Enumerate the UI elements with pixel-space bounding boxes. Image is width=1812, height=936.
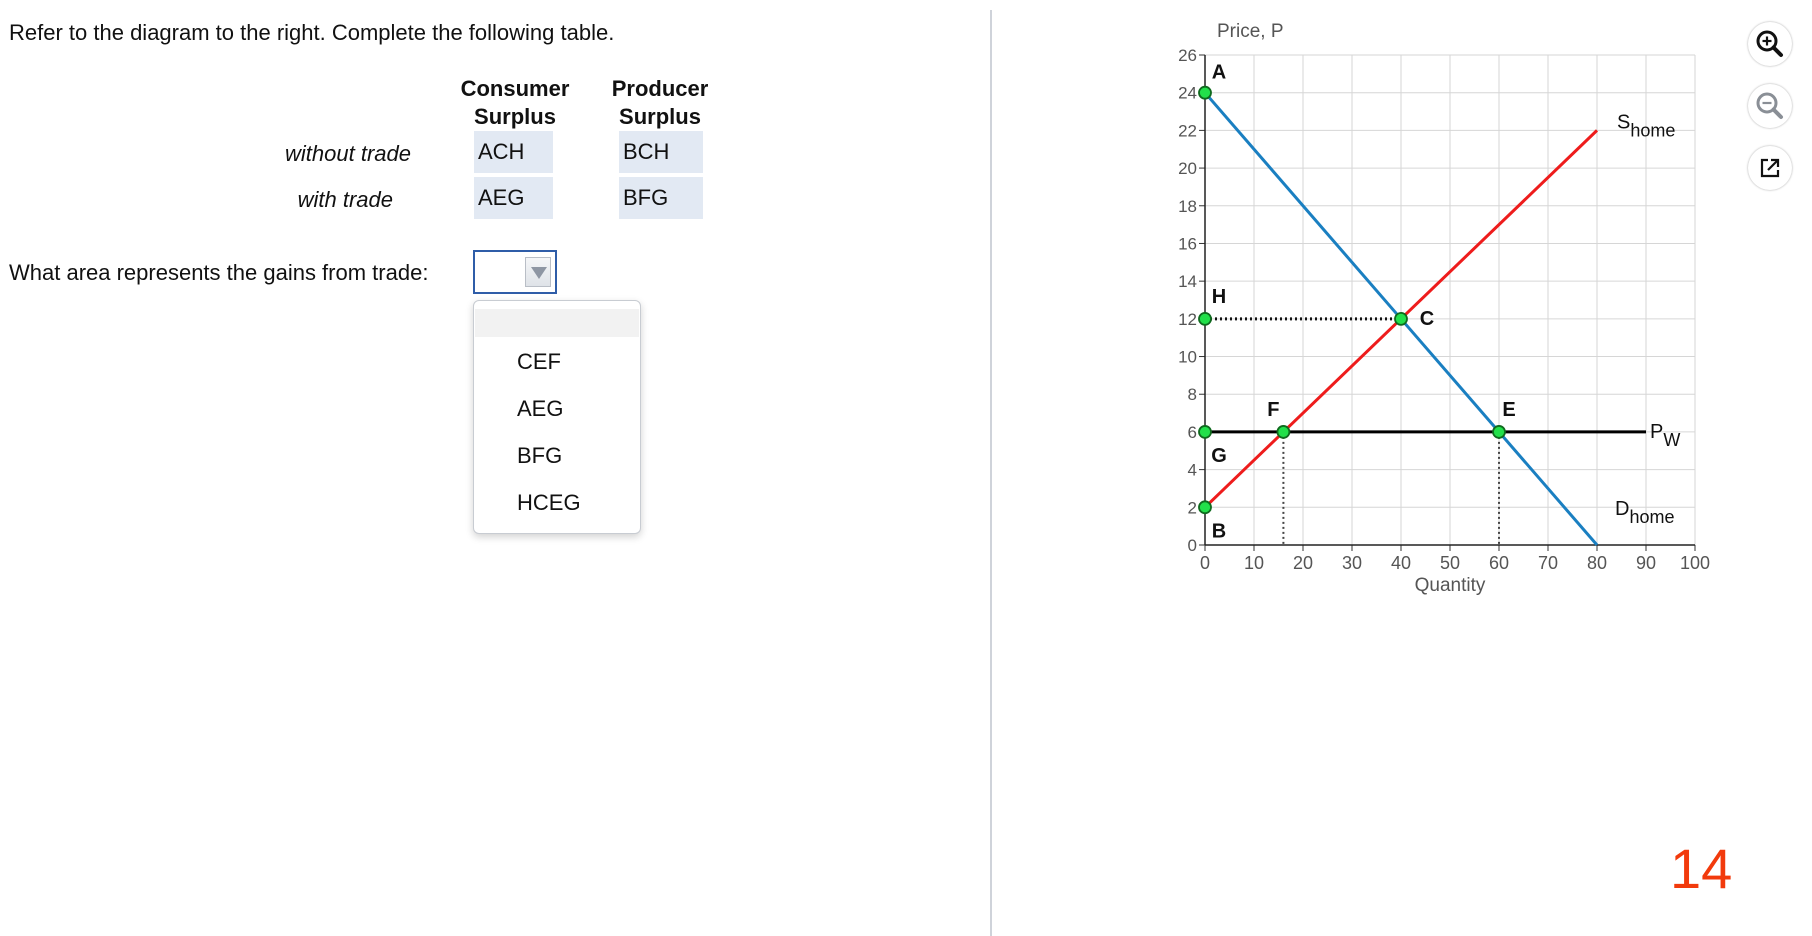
point-label-e: E	[1502, 399, 1515, 421]
point-label-b: B	[1212, 520, 1226, 542]
page-number: 14	[1670, 837, 1733, 900]
point-label-a: A	[1212, 62, 1226, 84]
dropdown-option[interactable]: BFG	[517, 443, 563, 468]
x-tick-label: 80	[1587, 553, 1607, 573]
trade-chart: 0 10 20 30 40 50 60 70 80 90 100024681012141618202…	[1178, 21, 1710, 596]
row-label-without-trade: without trade	[285, 141, 411, 166]
x-tick-label: 60	[1489, 553, 1509, 573]
y-tick-label: 4	[1188, 461, 1197, 480]
zoom-out-icon	[1756, 92, 1783, 119]
y-tick-label: 0	[1188, 536, 1197, 555]
x-tick-label: 10	[1244, 553, 1264, 573]
open-external-button[interactable]	[1748, 146, 1792, 190]
point-g	[1198, 425, 1212, 439]
x-axis-title: Quantity	[1415, 575, 1486, 596]
zoom-in-button[interactable]	[1748, 22, 1792, 66]
y-tick-label: 26	[1178, 46, 1197, 65]
pane-divider	[990, 10, 992, 936]
y-tick-label: 14	[1178, 272, 1197, 291]
series-label-s: Shome	[1617, 111, 1675, 140]
cs-with-trade-field[interactable]: AEG	[474, 177, 553, 219]
series-label-d: Dhome	[1615, 498, 1674, 527]
y-tick-label: 6	[1188, 423, 1197, 442]
zoom-out-button[interactable]	[1748, 84, 1792, 128]
point-e	[1492, 425, 1506, 439]
y-tick-label: 24	[1178, 84, 1197, 103]
consumer-surplus-header: Consumer Surplus	[460, 76, 570, 129]
y-tick-label: 22	[1178, 121, 1197, 140]
x-tick-label: 70	[1538, 553, 1558, 573]
y-tick-label: 18	[1178, 197, 1197, 216]
x-tick-label: 50	[1440, 553, 1460, 573]
x-tick-label: 100	[1680, 553, 1710, 573]
point-label-h: H	[1212, 286, 1226, 308]
y-tick-label: 8	[1188, 385, 1197, 404]
y-tick-label: 2	[1188, 498, 1197, 517]
chevron-down-icon	[531, 267, 547, 279]
y-tick-label: 16	[1178, 234, 1197, 253]
y-tick-label: 10	[1178, 348, 1197, 367]
point-label-c: C	[1420, 308, 1434, 330]
x-tick-label: 0	[1200, 553, 1210, 573]
gains-prompt: What area represents the gains from trad…	[9, 260, 429, 285]
x-tick-label: 20	[1293, 553, 1313, 573]
point-c	[1394, 311, 1408, 326]
dropdown-option[interactable]: HCEG	[517, 490, 581, 515]
point-label-f: F	[1267, 399, 1279, 421]
economics-graph: 0 10 20 30 40 50 60 70 80 90 100 0 2 4 6 8 10 12 14 16 18 20 2…	[1150, 0, 1710, 625]
open-external-icon	[1760, 158, 1780, 178]
y-axis-title: Price, P	[1217, 21, 1284, 42]
question-pane: Refer to the diagram to the right. Compl…	[9, 20, 709, 534]
dropdown-option-blank[interactable]	[475, 309, 639, 337]
point-label-g: G	[1211, 445, 1227, 467]
point-b	[1198, 500, 1212, 515]
dropdown-option[interactable]: AEG	[517, 396, 564, 421]
y-tick-label: 20	[1178, 159, 1197, 178]
instructions-text: Refer to the diagram to the right. Compl…	[9, 20, 615, 45]
dropdown-option[interactable]: CEF	[517, 349, 561, 374]
series-label-p: PW	[1650, 421, 1680, 450]
x-tick-label: 40	[1391, 553, 1411, 573]
gains-dropdown-menu: CEF AEG BFG HCEG	[473, 300, 641, 534]
row-label-with-trade: with trade	[297, 187, 393, 212]
gains-dropdown[interactable]	[473, 250, 557, 294]
ps-with-trade-field[interactable]: BFG	[619, 177, 703, 219]
point-h	[1198, 311, 1212, 326]
x-tick-label: 90	[1636, 553, 1656, 573]
dropdown-toggle-button[interactable]	[525, 257, 551, 287]
cs-without-trade-field[interactable]: ACH	[474, 131, 553, 173]
y-tick-label: 12	[1178, 310, 1197, 329]
zoom-in-icon	[1756, 30, 1783, 57]
x-tick-label: 30	[1342, 553, 1362, 573]
ps-without-trade-field[interactable]: BCH	[619, 131, 703, 173]
point-f	[1276, 425, 1291, 439]
point-a	[1198, 85, 1212, 100]
producer-surplus-header: Producer Surplus	[611, 76, 709, 129]
